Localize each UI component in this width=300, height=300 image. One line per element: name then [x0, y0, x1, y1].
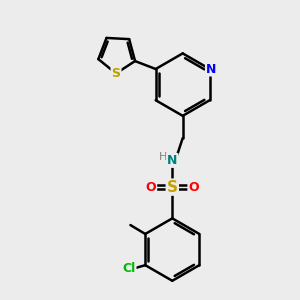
Text: N: N: [206, 62, 216, 76]
Text: S: S: [112, 67, 121, 80]
Text: O: O: [146, 181, 156, 194]
Text: N: N: [167, 154, 178, 167]
Text: O: O: [188, 181, 199, 194]
Text: Cl: Cl: [122, 262, 136, 275]
Text: H: H: [159, 152, 167, 162]
Text: S: S: [167, 180, 178, 195]
